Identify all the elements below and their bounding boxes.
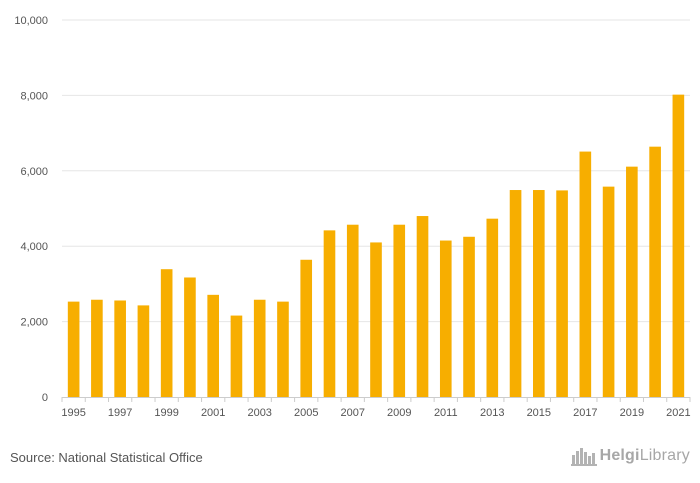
x-axis-ticks	[61, 397, 691, 402]
x-tick-label: 2015	[527, 407, 551, 419]
x-tick-label: 2019	[620, 407, 644, 419]
x-tick-label: 2003	[247, 407, 271, 419]
bar-2009[interactable]	[393, 224, 406, 397]
x-tick-label: 2021	[666, 407, 690, 419]
x-tick-label: 1997	[108, 407, 132, 419]
y-tick-label: 0	[42, 392, 48, 404]
x-tick-label: 2001	[201, 407, 225, 419]
city-skyline-icon	[570, 448, 597, 466]
bar-chart: 0 2,000 4,000 6,000 8,000 10,000 1995 1997 1999…	[14, 15, 691, 419]
x-tick-label: 1995	[61, 407, 85, 419]
bar-2013[interactable]	[486, 218, 499, 397]
bar-2012[interactable]	[463, 236, 475, 397]
bar-2015[interactable]	[533, 190, 545, 397]
brand-name-part1: Helgi	[599, 447, 640, 464]
x-tick-label: 2005	[294, 407, 318, 419]
chart-footer: Source: National Statistical Office Helg…	[0, 440, 700, 480]
bar-2005[interactable]	[300, 259, 313, 397]
bar-2019[interactable]	[626, 166, 638, 397]
bar-1996[interactable]	[91, 299, 103, 397]
bar-2018[interactable]	[602, 186, 615, 397]
bar-2000[interactable]	[184, 277, 196, 397]
bar-2004[interactable]	[277, 301, 289, 397]
bar-2016[interactable]	[556, 190, 568, 397]
bar-2001[interactable]	[207, 294, 219, 397]
y-tick-label: 8,000	[20, 90, 48, 102]
y-tick-label: 2,000	[20, 317, 48, 329]
y-tick-label: 10,000	[14, 15, 48, 27]
bar-2008[interactable]	[370, 242, 382, 397]
brand-name: HelgiLibrary	[600, 447, 690, 465]
bar-2020[interactable]	[649, 146, 661, 397]
bar-2011[interactable]	[439, 240, 452, 397]
x-tick-label: 2013	[480, 407, 504, 419]
bar-2021[interactable]	[672, 94, 685, 397]
bar-2003[interactable]	[253, 299, 266, 397]
bar-1995[interactable]	[67, 301, 80, 397]
y-tick-label: 4,000	[20, 241, 48, 253]
bar-2010[interactable]	[416, 216, 429, 397]
bar-2014[interactable]	[509, 190, 522, 397]
bar-2002[interactable]	[230, 315, 243, 397]
x-tick-label: 2017	[573, 407, 597, 419]
y-axis-tick-labels: 0 2,000 4,000 6,000 8,000 10,000	[14, 15, 48, 404]
x-tick-label: 2011	[434, 407, 458, 419]
x-axis-tick-labels: 1995 1997 1999 2001 2003 2005 2007 2009 2011 2013…	[61, 407, 690, 419]
helgi-library-logo[interactable]: HelgiLibrary	[570, 446, 690, 466]
bars	[67, 94, 685, 397]
brand-name-part2: Library	[639, 447, 690, 464]
x-tick-label: 2009	[387, 407, 411, 419]
bar-2017[interactable]	[579, 151, 592, 397]
x-tick-label: 1999	[154, 407, 178, 419]
y-tick-label: 6,000	[20, 166, 48, 178]
bar-1997[interactable]	[114, 300, 126, 397]
bar-1998[interactable]	[137, 305, 150, 397]
bar-2007[interactable]	[346, 224, 359, 397]
x-tick-label: 2007	[340, 407, 364, 419]
bar-2006[interactable]	[323, 230, 336, 397]
bar-1999[interactable]	[160, 269, 173, 397]
source-note: Source: National Statistical Office	[10, 450, 203, 465]
